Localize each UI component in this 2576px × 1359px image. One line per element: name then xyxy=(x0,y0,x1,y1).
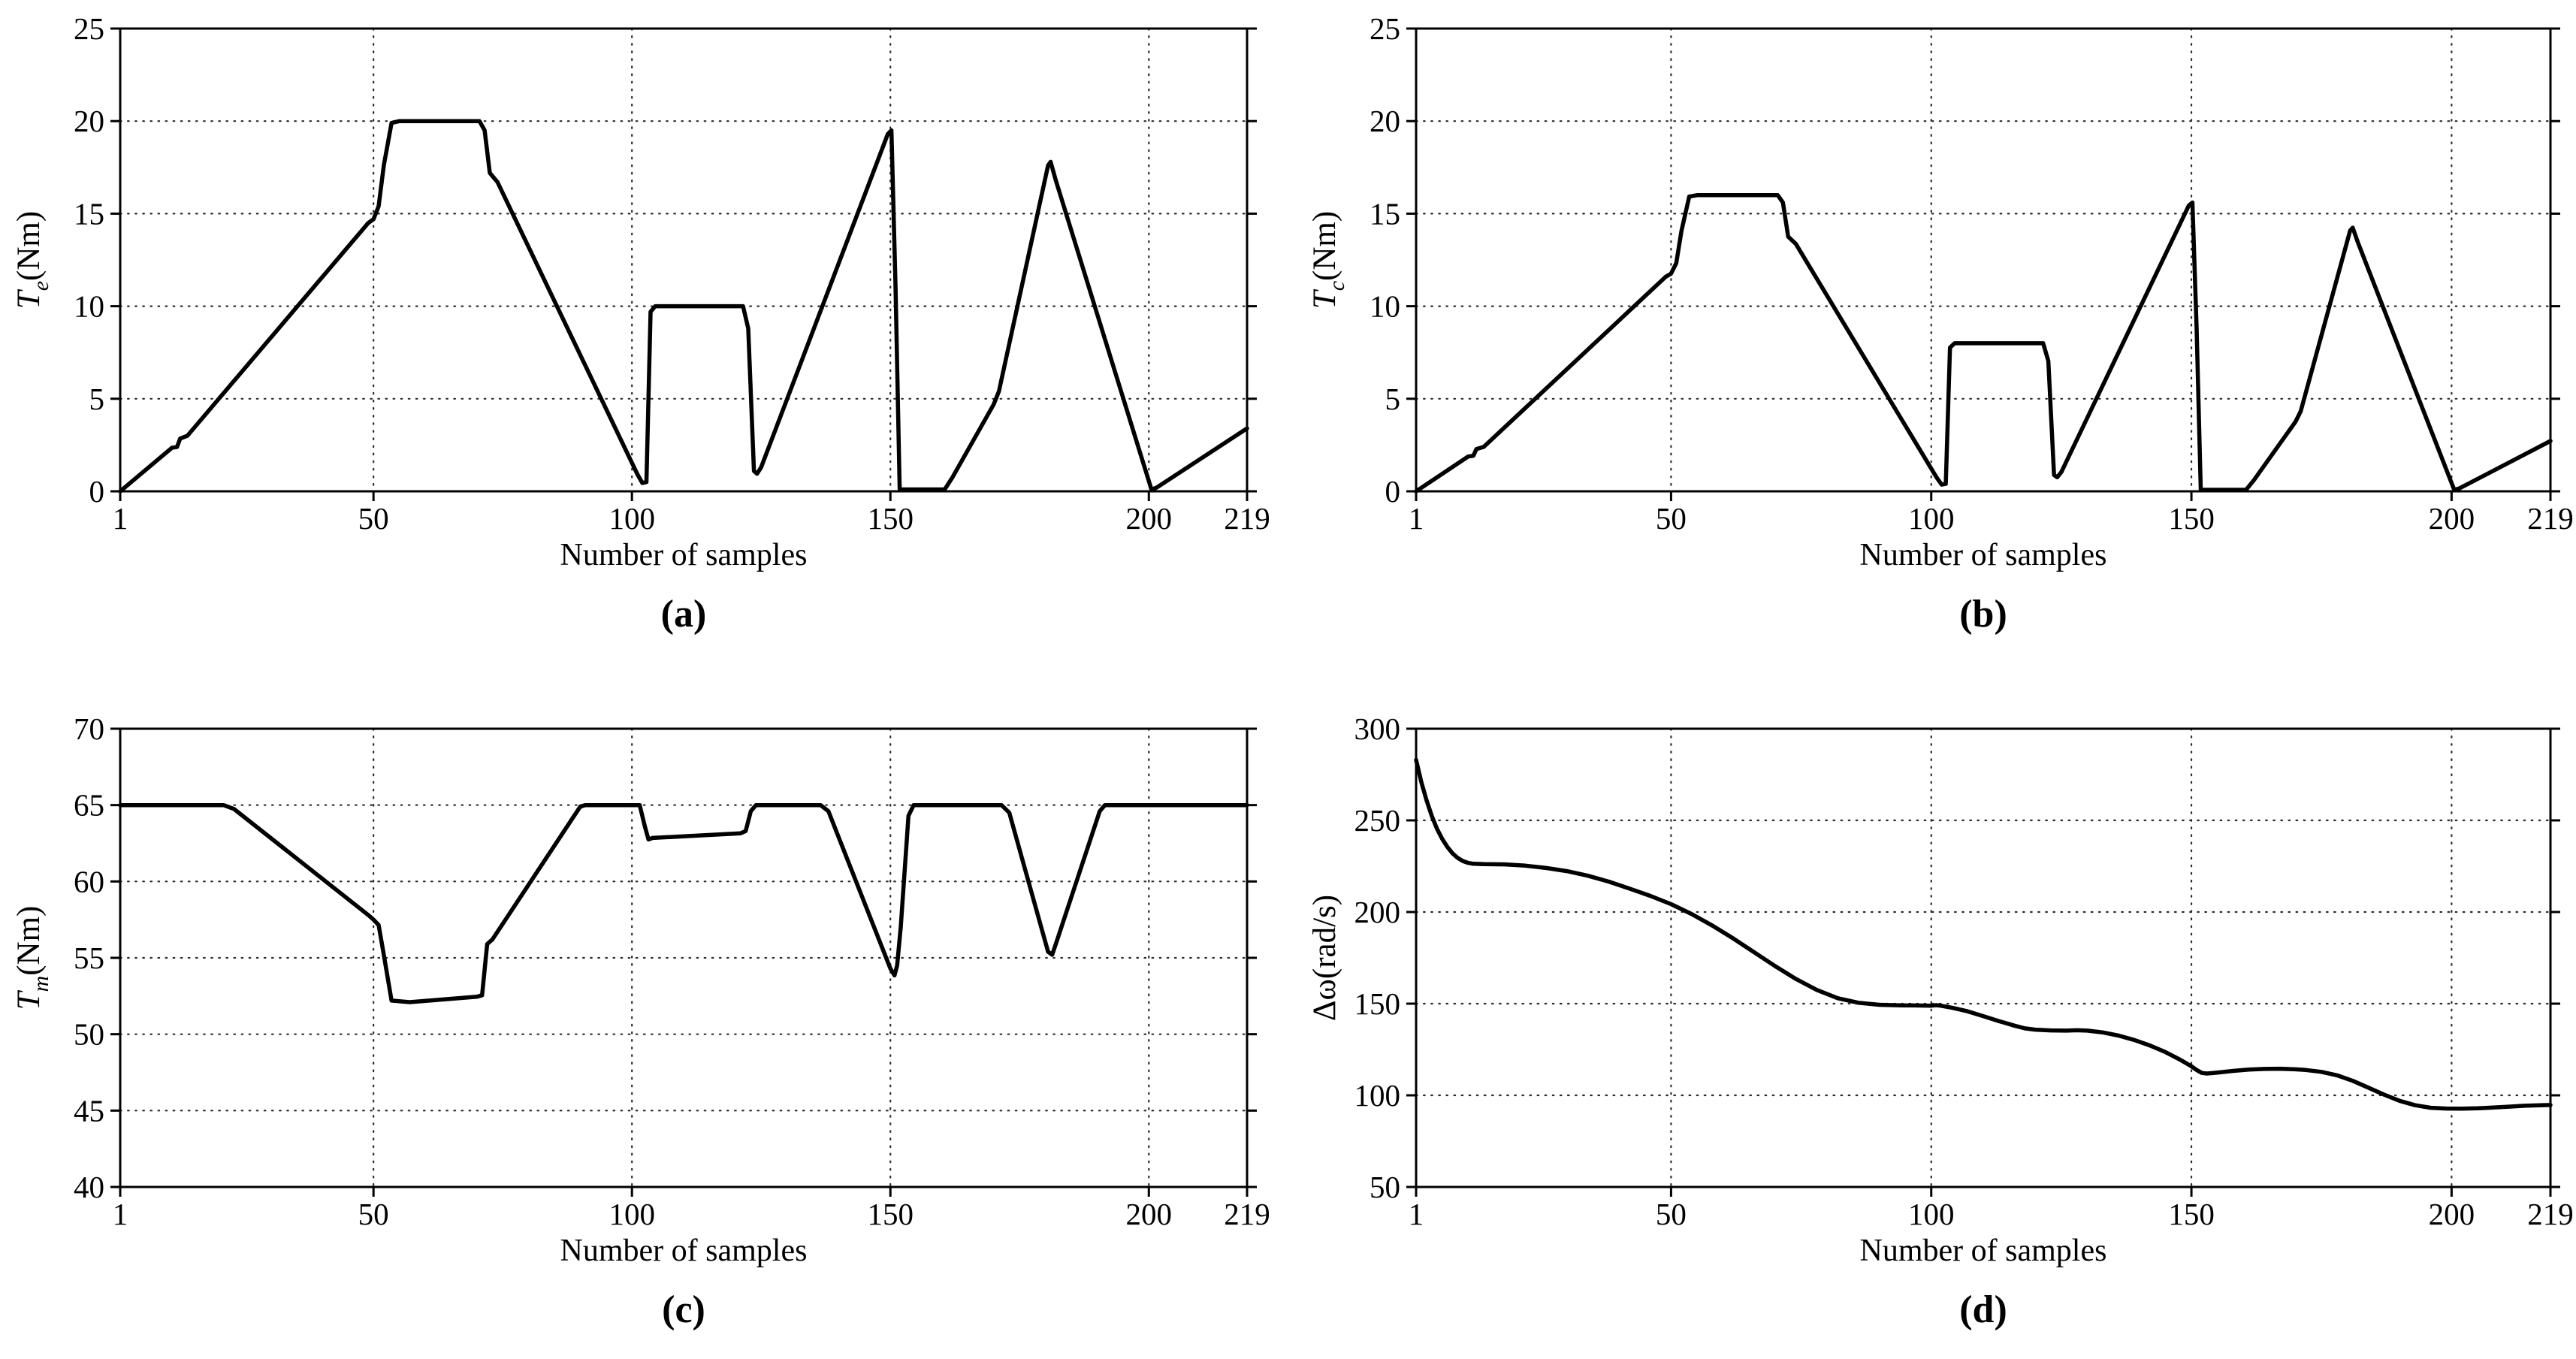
panel-a-xtick-label-1: 1 xyxy=(113,501,128,536)
ylabel-subscript: m xyxy=(29,976,53,992)
panel-a-ytick-label-20: 20 xyxy=(74,104,104,138)
panel-c-ylabel: Tm(Nm) xyxy=(11,906,53,1010)
ylabel-main: T xyxy=(11,989,47,1010)
panel-b-box xyxy=(1415,27,2552,493)
panel-d-xtick-label-100: 100 xyxy=(1908,1197,1955,1231)
panel-c-ytick-label-65: 65 xyxy=(74,788,104,823)
panel-a-xtick-label-219: 219 xyxy=(1224,501,1270,536)
panel-d-xtick-label-1: 1 xyxy=(1409,1197,1424,1231)
panel-d-ytick-label-250: 250 xyxy=(1354,803,1401,838)
panel-a-ytick-label-25: 25 xyxy=(74,11,104,46)
panel-c-ytick-label-45: 45 xyxy=(74,1093,104,1128)
panel-c-ytick-label-60: 60 xyxy=(74,864,104,898)
panel-d-xlabel: Number of samples xyxy=(1860,1234,2107,1268)
panel-a-caption: (a) xyxy=(661,593,707,636)
panel-b-grid xyxy=(1415,27,2552,493)
panel-a-xtick-label-200: 200 xyxy=(1126,501,1173,536)
panel-a-ytick-label-15: 15 xyxy=(74,196,104,231)
panel-a-ylabel: Te(Nm) xyxy=(11,211,53,309)
panel-d-ytick-label-100: 100 xyxy=(1354,1078,1401,1113)
panel-b-ytick-label-0: 0 xyxy=(1385,474,1401,509)
panel-b-curve xyxy=(1414,193,2553,494)
ylabel-subscript: c xyxy=(1324,281,1349,291)
panel-c-xtick-label-200: 200 xyxy=(1126,1197,1173,1231)
panel-c-grid xyxy=(119,727,1249,1188)
panel-c-box xyxy=(119,727,1249,1188)
panel-a-curve xyxy=(118,119,1249,494)
panel-c-caption: (c) xyxy=(662,1288,705,1331)
panel-c-curve xyxy=(118,802,1249,1004)
ylabel-main: Δω xyxy=(1307,979,1342,1021)
panel-a-ytick-label-0: 0 xyxy=(89,474,105,509)
ylabel-unit: (Nm) xyxy=(1307,211,1342,281)
panel-b-caption: (b) xyxy=(1959,593,2007,636)
panel-d-caption: (d) xyxy=(1959,1288,2007,1331)
panel-c-ticks xyxy=(110,727,1257,1197)
panel-b-ytick-label-5: 5 xyxy=(1385,382,1401,416)
panel-b-xtick-label-1: 1 xyxy=(1409,501,1424,536)
panel-c-xtick-label-219: 219 xyxy=(1224,1197,1270,1231)
panel-a-xtick-label-50: 50 xyxy=(358,501,389,536)
panel-d-xtick-label-150: 150 xyxy=(2168,1197,2215,1231)
ylabel-main: T xyxy=(1307,288,1342,309)
ylabel-unit: (rad/s) xyxy=(1307,895,1342,979)
panel-a-grid xyxy=(119,27,1249,493)
panel-b-xtick-label-219: 219 xyxy=(2527,501,2574,536)
panel-a-box xyxy=(119,27,1249,493)
panel-b-xtick-label-100: 100 xyxy=(1908,501,1955,536)
panel-d-ytick-label-300: 300 xyxy=(1354,711,1401,746)
panel-b-xlabel: Number of samples xyxy=(1860,538,2107,572)
ylabel-unit: (Nm) xyxy=(11,906,47,976)
panel-c-xtick-label-1: 1 xyxy=(113,1197,128,1231)
panel-d-xtick-label-200: 200 xyxy=(2429,1197,2475,1231)
panel-b-ytick-label-15: 15 xyxy=(1370,196,1400,231)
panel-a-xtick-label-150: 150 xyxy=(867,501,914,536)
panel-d-ytick-label-200: 200 xyxy=(1354,895,1401,929)
panel-a-ytick-label-10: 10 xyxy=(74,289,104,324)
panel-c-ytick-label-55: 55 xyxy=(74,941,104,975)
panel-d-ylabel: Δω(rad/s) xyxy=(1307,895,1342,1021)
panel-c-xtick-label-100: 100 xyxy=(609,1197,655,1231)
panel-d-ytick-label-50: 50 xyxy=(1370,1170,1400,1204)
panel-c-xtick-label-150: 150 xyxy=(867,1197,914,1231)
panel-b-ytick-label-25: 25 xyxy=(1370,11,1400,46)
panel-a-ytick-label-5: 5 xyxy=(89,382,105,416)
panel-d-ticks xyxy=(1406,727,2560,1197)
ylabel-unit: (Nm) xyxy=(11,211,47,281)
panel-d-box xyxy=(1415,727,2552,1188)
panel-c-ytick-label-70: 70 xyxy=(74,711,104,746)
ylabel-subscript: e xyxy=(29,281,53,291)
panel-b-xtick-label-200: 200 xyxy=(2429,501,2475,536)
panel-c-ytick-label-50: 50 xyxy=(74,1017,104,1052)
panel-a-ticks xyxy=(110,27,1257,501)
ylabel-main: T xyxy=(11,288,47,309)
panel-c-xlabel: Number of samples xyxy=(560,1234,808,1268)
panel-a-xtick-label-100: 100 xyxy=(609,501,655,536)
panel-b-ytick-label-10: 10 xyxy=(1370,289,1400,324)
panel-a-xlabel: Number of samples xyxy=(560,538,808,572)
panel-b-ylabel: Tc(Nm) xyxy=(1307,211,1349,309)
panel-d-grid xyxy=(1415,727,2552,1188)
panel-b-ticks xyxy=(1406,27,2560,501)
panel-d-xtick-label-50: 50 xyxy=(1656,1197,1687,1231)
panel-b-xtick-label-50: 50 xyxy=(1656,501,1687,536)
panel-b-xtick-label-150: 150 xyxy=(2168,501,2215,536)
panel-d-curve xyxy=(1414,757,2553,1111)
panel-d-ytick-label-150: 150 xyxy=(1354,986,1401,1021)
panel-d-xtick-label-219: 219 xyxy=(2527,1197,2574,1231)
panel-b-ytick-label-20: 20 xyxy=(1370,104,1400,138)
panel-c-ytick-label-40: 40 xyxy=(74,1170,104,1204)
panel-c-xtick-label-50: 50 xyxy=(358,1197,389,1231)
